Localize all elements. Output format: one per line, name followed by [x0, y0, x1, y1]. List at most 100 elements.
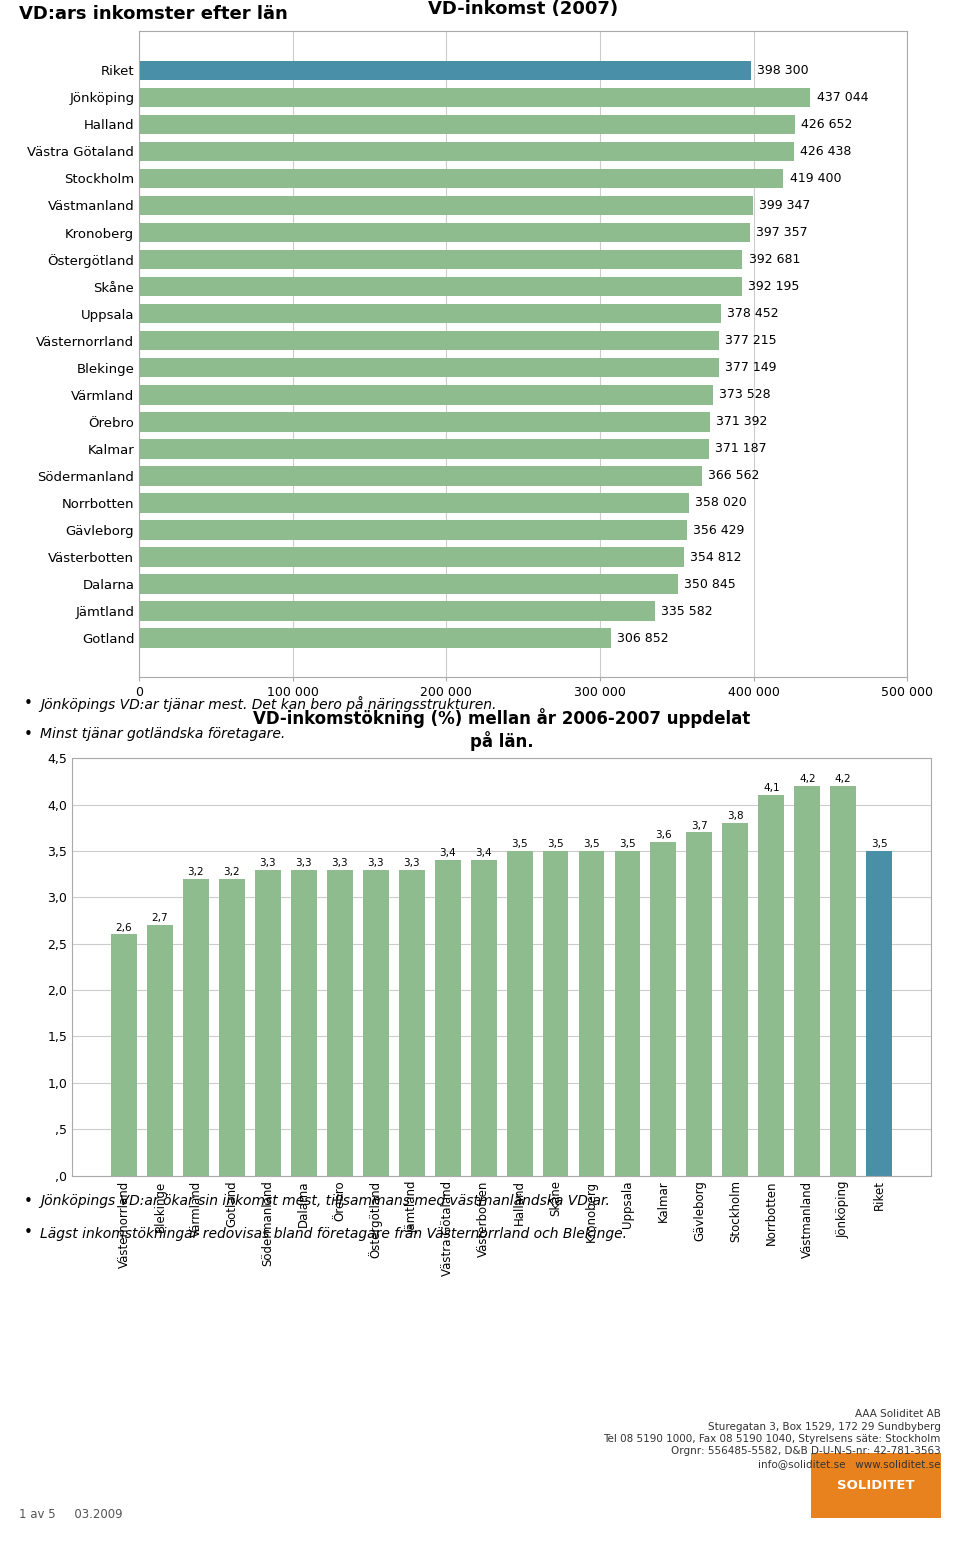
Text: 3,6: 3,6	[655, 830, 672, 839]
Bar	[139, 629, 611, 648]
Bar	[139, 601, 655, 621]
Text: 437 044: 437 044	[817, 90, 868, 104]
Bar	[686, 833, 712, 1176]
Bar	[139, 575, 678, 593]
Title: VD-inkomstökning (%) mellan år 2006-2007 uppdelat
på län.: VD-inkomstökning (%) mellan år 2006-2007…	[253, 708, 750, 750]
Text: 3,4: 3,4	[475, 849, 492, 858]
Bar	[139, 358, 718, 377]
Text: 377 149: 377 149	[725, 361, 776, 374]
Text: 356 429: 356 429	[693, 523, 744, 537]
Text: 3,3: 3,3	[368, 858, 384, 867]
Text: 3,5: 3,5	[871, 839, 887, 849]
Bar	[139, 142, 794, 160]
Text: 3,3: 3,3	[331, 858, 348, 867]
Text: 3,2: 3,2	[187, 867, 204, 877]
Bar	[139, 115, 795, 134]
Bar	[723, 824, 748, 1176]
Text: 3,8: 3,8	[727, 811, 744, 821]
Bar	[139, 196, 753, 215]
Bar	[542, 852, 568, 1176]
Text: 4,1: 4,1	[763, 783, 780, 794]
Text: info@soliditet.se   www.soliditet.se: info@soliditet.se www.soliditet.se	[758, 1459, 941, 1468]
Bar	[794, 786, 820, 1176]
Bar	[651, 842, 677, 1176]
Text: 306 852: 306 852	[616, 632, 668, 645]
Bar	[183, 878, 209, 1176]
Text: 3,4: 3,4	[440, 849, 456, 858]
Bar	[614, 852, 640, 1176]
Bar	[139, 520, 686, 540]
Text: 3,2: 3,2	[224, 867, 240, 877]
Text: SOLIDITET: SOLIDITET	[837, 1479, 915, 1492]
Bar	[139, 249, 742, 269]
Text: 3,5: 3,5	[512, 839, 528, 849]
Text: 3,7: 3,7	[691, 821, 708, 830]
Bar	[139, 413, 709, 431]
Text: Tel 08 5190 1000, Fax 08 5190 1040, Styrelsens säte: Stockholm: Tel 08 5190 1000, Fax 08 5190 1040, Styr…	[604, 1434, 941, 1443]
Text: Jönköpings VD:ar tjänar mest. Det kan bero på näringsstrukturen.: Jönköpings VD:ar tjänar mest. Det kan be…	[40, 696, 496, 712]
Text: 398 300: 398 300	[757, 64, 808, 76]
Bar	[326, 869, 352, 1176]
Text: AAA Soliditet AB: AAA Soliditet AB	[855, 1409, 941, 1418]
Text: •: •	[24, 1225, 33, 1241]
Bar	[758, 796, 784, 1176]
Bar	[139, 494, 689, 512]
Text: 426 652: 426 652	[801, 118, 852, 131]
Bar	[255, 869, 280, 1176]
Text: 1 av 5     03.2009: 1 av 5 03.2009	[19, 1509, 123, 1521]
Text: 377 215: 377 215	[725, 335, 777, 347]
Bar	[363, 869, 389, 1176]
Text: 335 582: 335 582	[660, 604, 712, 618]
Text: 3,5: 3,5	[619, 839, 636, 849]
Bar	[435, 861, 461, 1176]
Text: Minst tjänar gotländska företagare.: Minst tjänar gotländska företagare.	[40, 727, 285, 741]
Bar	[291, 869, 317, 1176]
Text: 3,3: 3,3	[259, 858, 276, 867]
Bar	[579, 852, 605, 1176]
Text: VD:ars inkomster efter län: VD:ars inkomster efter län	[19, 6, 288, 23]
Bar	[139, 548, 684, 567]
Text: 371 392: 371 392	[716, 416, 767, 428]
Text: 392 195: 392 195	[748, 280, 799, 293]
Text: Jönköpings VD:ar ökar sin inkomst mest, tillsammans med västmanländska VD:ar.: Jönköpings VD:ar ökar sin inkomst mest, …	[40, 1194, 611, 1208]
Text: 4,2: 4,2	[835, 774, 852, 785]
Text: 392 681: 392 681	[749, 254, 800, 266]
Text: 371 187: 371 187	[715, 442, 767, 455]
Text: 2,7: 2,7	[152, 914, 168, 923]
Bar	[139, 87, 810, 107]
Text: •: •	[24, 727, 33, 743]
Text: 399 347: 399 347	[758, 199, 810, 212]
Bar	[139, 385, 713, 405]
Text: 358 020: 358 020	[695, 497, 747, 509]
Bar	[147, 925, 173, 1176]
Text: 4,2: 4,2	[799, 774, 816, 785]
Text: 426 438: 426 438	[801, 145, 852, 157]
Bar	[139, 168, 783, 188]
Text: 3,3: 3,3	[296, 858, 312, 867]
Text: Orgnr: 556485-5582, D&B D-U-N-S-nr: 42-781-3563: Orgnr: 556485-5582, D&B D-U-N-S-nr: 42-7…	[671, 1446, 941, 1456]
Text: 2,6: 2,6	[116, 923, 132, 933]
Text: 378 452: 378 452	[727, 307, 779, 321]
Text: •: •	[24, 1194, 33, 1210]
Bar	[507, 852, 533, 1176]
Bar	[139, 61, 751, 79]
Text: 3,5: 3,5	[547, 839, 564, 849]
Text: 3,3: 3,3	[403, 858, 420, 867]
Bar	[866, 852, 892, 1176]
Text: 373 528: 373 528	[719, 388, 771, 402]
Text: 366 562: 366 562	[708, 469, 759, 483]
Bar	[139, 277, 742, 296]
Bar	[398, 869, 424, 1176]
Bar	[830, 786, 856, 1176]
Text: 397 357: 397 357	[756, 226, 807, 240]
Title: VD-inkomst (2007): VD-inkomst (2007)	[428, 0, 618, 19]
Bar	[139, 304, 721, 324]
Bar	[219, 878, 245, 1176]
Text: Sturegatan 3, Box 1529, 172 29 Sundbyberg: Sturegatan 3, Box 1529, 172 29 Sundbyber…	[708, 1422, 941, 1431]
Bar	[139, 439, 709, 459]
Text: •: •	[24, 696, 33, 712]
Text: 354 812: 354 812	[690, 551, 742, 564]
Text: 350 845: 350 845	[684, 578, 736, 590]
Bar	[139, 332, 719, 350]
Bar	[111, 934, 137, 1176]
